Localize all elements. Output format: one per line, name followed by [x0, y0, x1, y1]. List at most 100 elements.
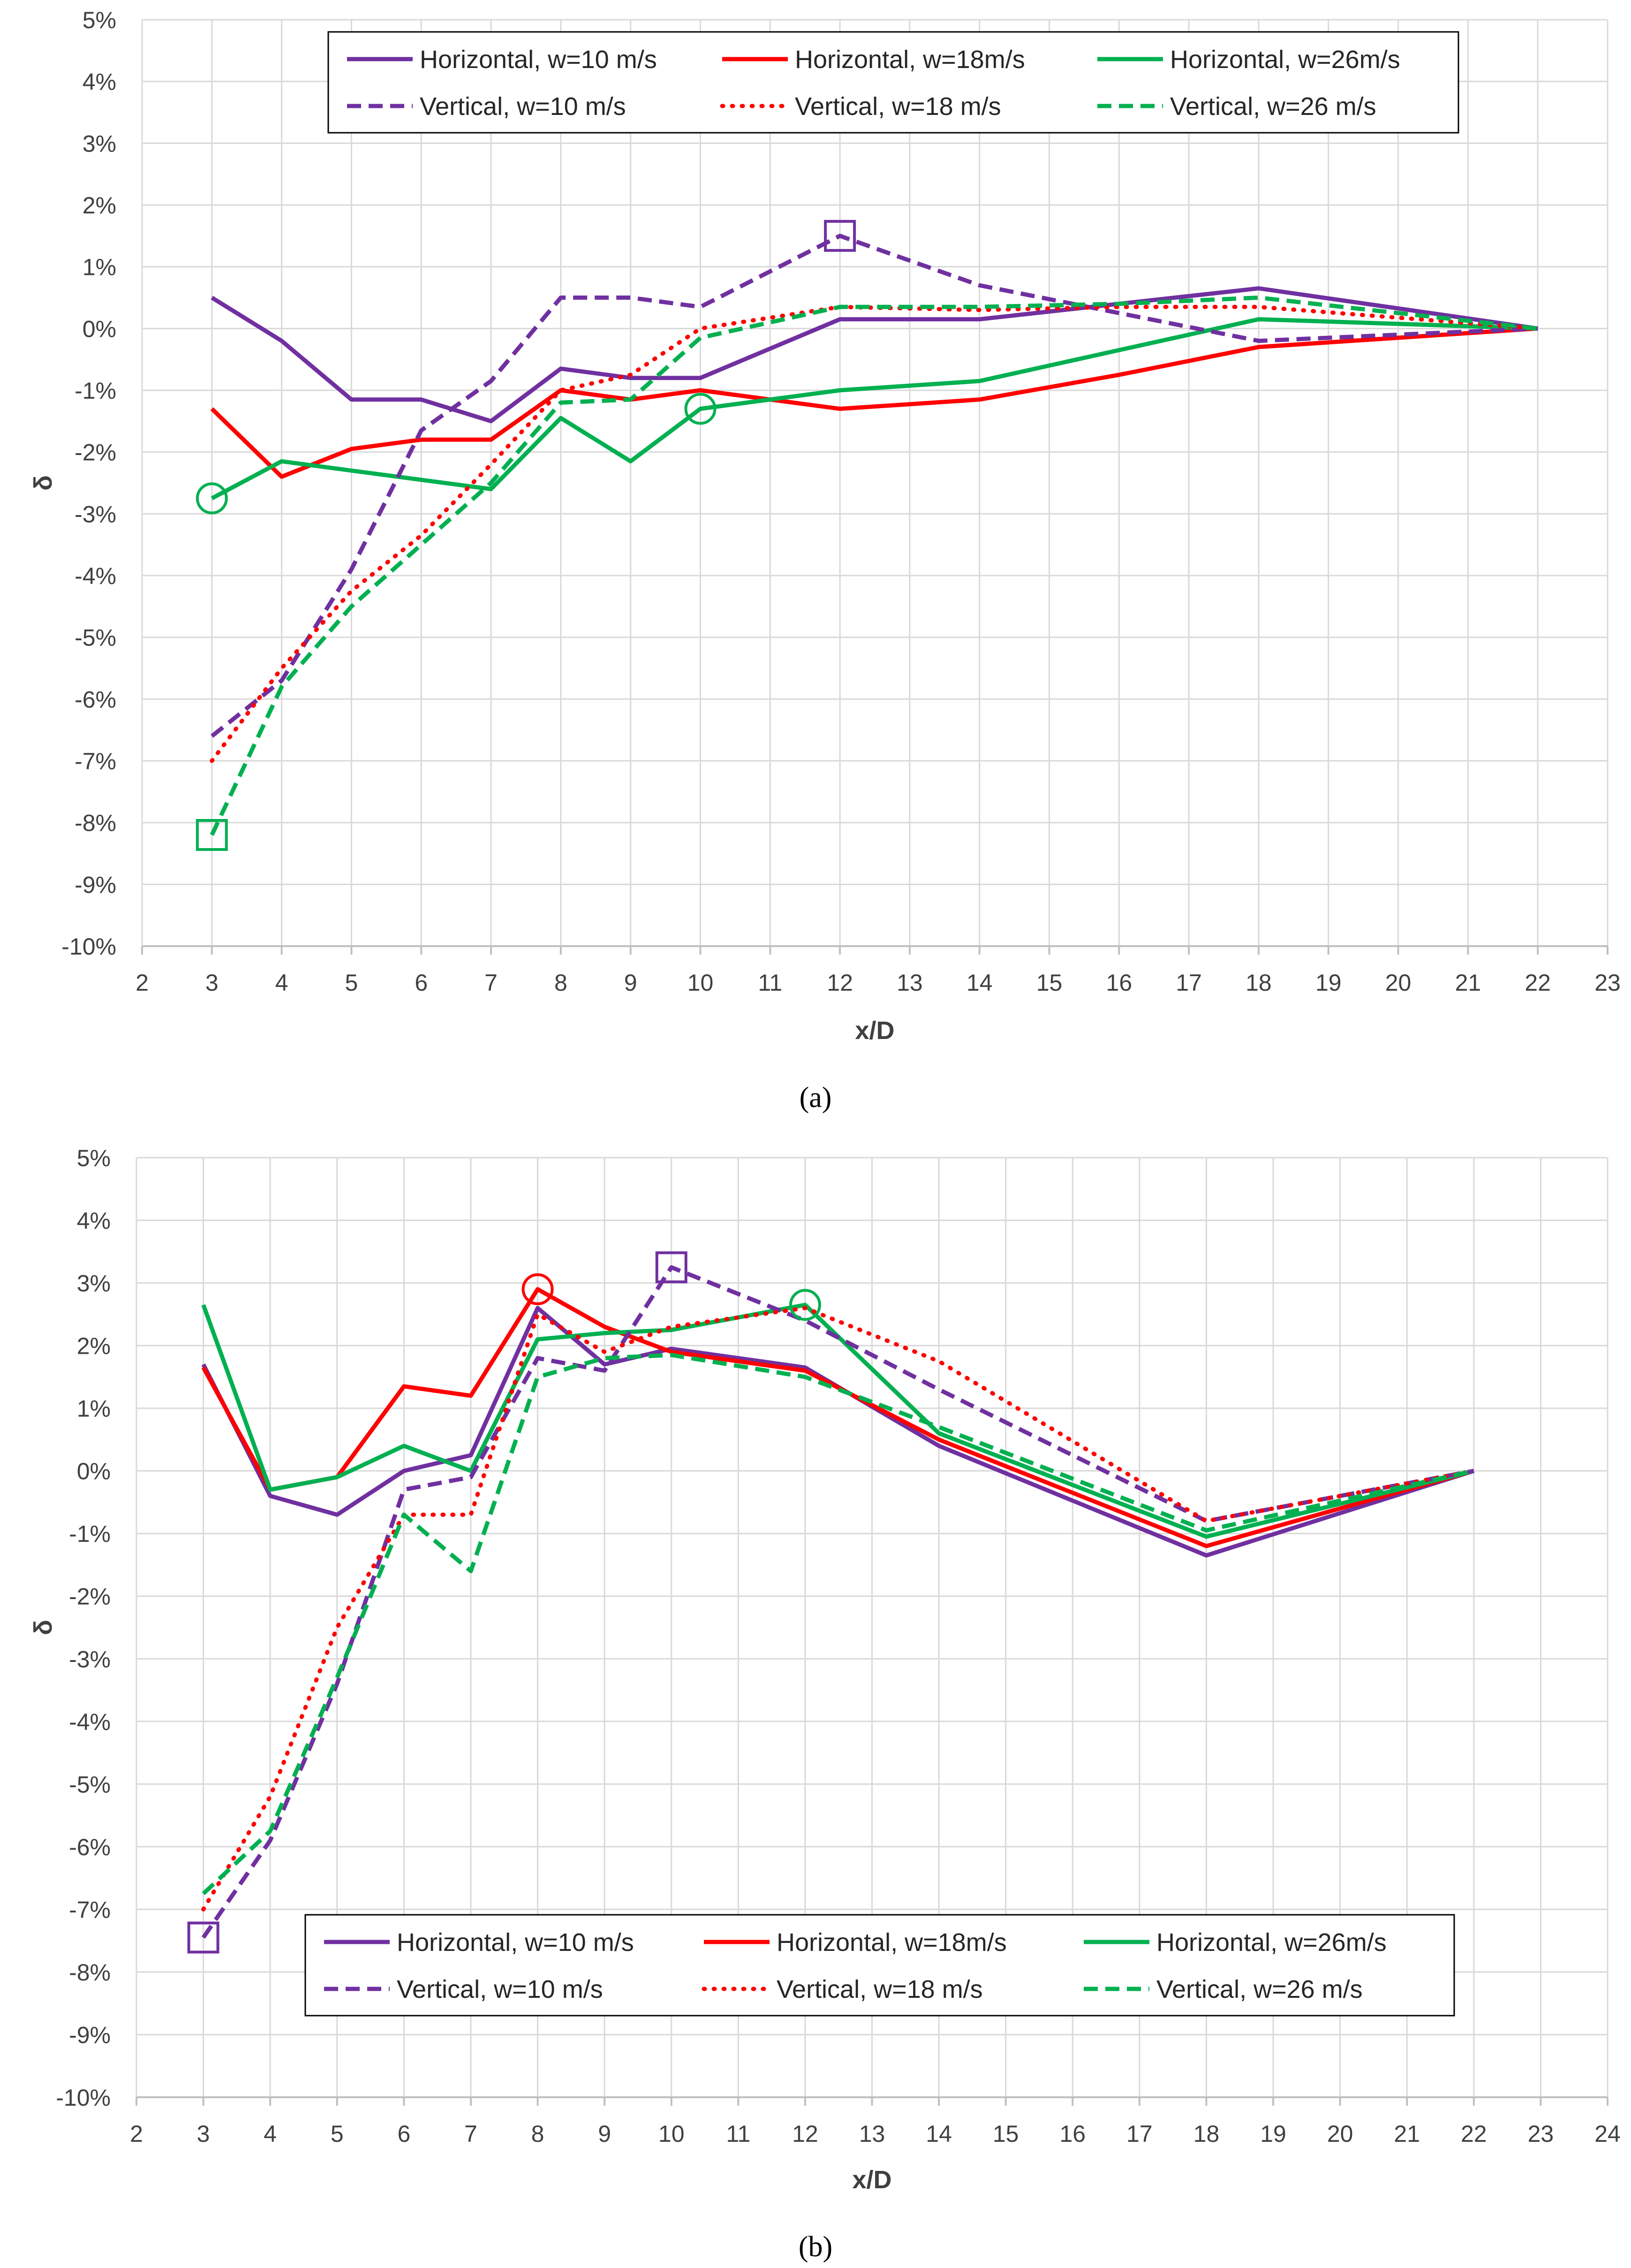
x-tick-label: 17 — [1176, 970, 1202, 996]
y-tick-label: -4% — [69, 1709, 111, 1735]
legend-box — [327, 31, 1459, 134]
x-tick-label: 12 — [792, 2121, 818, 2147]
y-tick-label: 0% — [83, 316, 116, 342]
x-tick-label: 13 — [897, 970, 923, 996]
x-tick-label: 14 — [926, 2121, 952, 2147]
x-tick-label: 15 — [1036, 970, 1063, 996]
y-tick-label: 1% — [77, 1396, 111, 1422]
x-tick-label: 14 — [967, 970, 993, 996]
series-line-3 — [211, 317, 1538, 501]
x-tick-label: 15 — [993, 2121, 1019, 2147]
x-tick-label: 4 — [275, 970, 288, 996]
x-tick-label: 8 — [531, 2121, 544, 2147]
chart-a: 2 3 4 5 6 7 8 9 10 11 12 13 14 15 16 17 18 19 20 21 22 235%4%… — [29, 7, 1621, 1045]
legend-label: Vertical, w=18 m/s — [777, 1975, 983, 2003]
x-tick-label: 20 — [1385, 970, 1412, 996]
highlight-square-marker — [655, 1251, 687, 1283]
x-tick-label: 5 — [331, 2121, 344, 2147]
x-tick-label: 3 — [197, 2121, 210, 2147]
legend-label: Horizontal, w=26m/s — [1170, 46, 1400, 74]
y-tick-label: -6% — [75, 686, 116, 713]
caption-b: (b) — [799, 2231, 832, 2263]
y-tick-label: -7% — [69, 1896, 111, 1923]
chart-b: 2 3 4 5 6 7 8 9 10 11 12 13 14 15 16 17 18 19 20 21 22 23 245%… — [29, 1145, 1621, 2194]
highlight-circle-marker — [196, 482, 228, 515]
y-axis-label: δ — [29, 475, 57, 491]
y-tick-label: 1% — [83, 254, 116, 281]
y-tick-label: -5% — [75, 625, 116, 651]
x-tick-label: 21 — [1394, 2121, 1420, 2147]
x-tick-label: 19 — [1260, 2121, 1286, 2147]
legend-label: Vertical, w=18 m/s — [795, 92, 1001, 121]
y-tick-label: -5% — [69, 1771, 111, 1798]
x-tick-label: 7 — [484, 970, 498, 996]
y-tick-label: -9% — [69, 2022, 111, 2048]
x-tick-label: 20 — [1327, 2121, 1353, 2147]
y-tick-label: -9% — [75, 872, 116, 898]
x-tick-label: 8 — [554, 970, 567, 996]
highlight-circle-marker — [789, 1289, 821, 1321]
x-tick-label: 7 — [464, 2121, 477, 2147]
x-tick-label: 9 — [598, 2121, 611, 2147]
y-tick-label: -8% — [69, 1959, 111, 1986]
y-tick-label: -4% — [75, 563, 116, 589]
y-tick-label: 0% — [77, 1458, 111, 1485]
series-line-5 — [201, 1306, 1476, 1911]
y-tick-label: -7% — [75, 748, 116, 774]
y-tick-label: 2% — [83, 192, 116, 219]
x-tick-label: 23 — [1594, 970, 1621, 996]
x-tick-label: 18 — [1246, 970, 1272, 996]
y-tick-label: 5% — [83, 7, 116, 33]
x-tick-label: 10 — [658, 2121, 685, 2147]
y-tick-label: 4% — [77, 1208, 111, 1234]
x-tick-label: 4 — [264, 2121, 277, 2147]
y-tick-label: 3% — [77, 1270, 111, 1297]
x-tick-label: 11 — [758, 970, 782, 996]
x-axis-label: x/D — [855, 1016, 894, 1045]
x-tick-label: 12 — [827, 970, 853, 996]
highlight-square-marker — [187, 1921, 219, 1954]
x-tick-label: 18 — [1193, 2121, 1220, 2147]
highlight-circle-marker — [684, 393, 717, 425]
x-tick-label: 2 — [130, 2121, 143, 2147]
highlight-square-marker — [824, 220, 856, 252]
y-tick-label: -2% — [75, 440, 116, 466]
legend-label: Horizontal, w=10 m/s — [420, 46, 657, 74]
x-tick-label: 13 — [859, 2121, 885, 2147]
x-tick-label: 22 — [1525, 970, 1551, 996]
legend-label: Horizontal, w=10 m/s — [397, 1928, 634, 1957]
legend-label: Horizontal, w=26m/s — [1156, 1928, 1387, 1957]
y-tick-label: 2% — [77, 1333, 111, 1359]
x-tick-label: 19 — [1315, 970, 1342, 996]
legend-label: Vertical, w=26 m/s — [1170, 92, 1376, 121]
caption-a: (a) — [800, 1082, 832, 1114]
x-tick-label: 24 — [1594, 2121, 1621, 2147]
legend-label: Horizontal, w=18m/s — [777, 1928, 1007, 1957]
series-line-6 — [210, 296, 1538, 836]
x-tick-label: 22 — [1461, 2121, 1487, 2147]
y-tick-label: -3% — [75, 501, 116, 527]
x-tick-label: 21 — [1455, 970, 1481, 996]
series-line-4 — [201, 1265, 1474, 1939]
x-tick-label: 11 — [726, 2121, 750, 2147]
x-tick-label: 6 — [415, 970, 428, 996]
series-line-4 — [210, 234, 1538, 738]
x-tick-label: 2 — [136, 970, 149, 996]
y-tick-label: 5% — [77, 1145, 111, 1171]
legend-label: Vertical, w=10 m/s — [397, 1975, 603, 2003]
legend-label: Vertical, w=26 m/s — [1156, 1975, 1363, 2003]
y-tick-label: -1% — [69, 1521, 111, 1547]
highlight-circle-marker — [521, 1273, 554, 1305]
y-tick-label: -3% — [69, 1646, 111, 1672]
series-line-3 — [201, 1303, 1474, 1539]
x-tick-label: 3 — [205, 970, 219, 996]
x-tick-label: 17 — [1126, 2121, 1153, 2147]
x-tick-label: 16 — [1106, 970, 1133, 996]
y-axis-label: δ — [29, 1620, 57, 1635]
legend-label: Horizontal, w=18m/s — [795, 46, 1025, 74]
highlight-square-marker — [196, 819, 228, 851]
y-tick-label: -2% — [69, 1584, 111, 1610]
y-tick-label: 3% — [83, 130, 116, 157]
y-tick-label: 4% — [83, 69, 116, 95]
